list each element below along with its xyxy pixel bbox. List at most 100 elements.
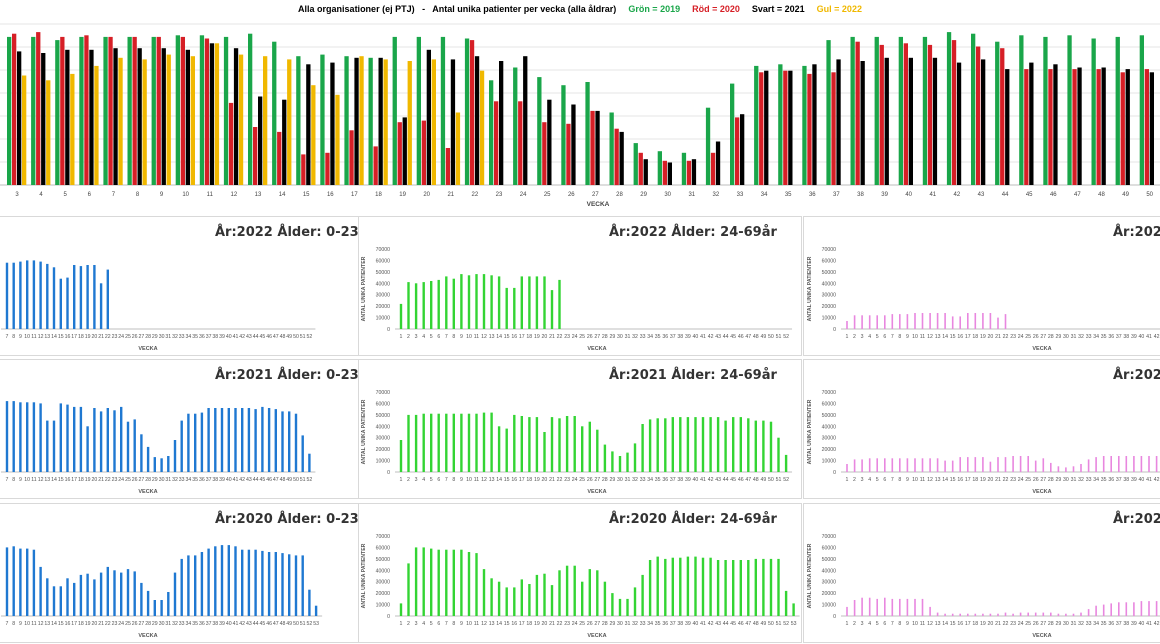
tick-label: 16 [957, 334, 963, 340]
bar [764, 70, 769, 185]
tick-label: 9 [460, 477, 463, 483]
bar [1034, 460, 1037, 472]
y-tick-label: 30000 [376, 293, 391, 299]
tick-label: 29 [640, 192, 647, 198]
bar [46, 80, 51, 185]
panel-2022-old: År:2022 0 10000 20000 30000 40000 50000 60000 7… [803, 216, 1160, 356]
tick-label: 18 [78, 621, 84, 627]
bar [777, 558, 780, 616]
tick-label: 39 [881, 192, 888, 198]
bar [1133, 456, 1135, 472]
bar [1095, 457, 1097, 472]
bar [41, 53, 46, 185]
tick-label: 19 [534, 334, 540, 340]
tick-label: 7 [6, 477, 9, 483]
tick-label: 34 [186, 334, 192, 340]
tick-label: 47 [1074, 192, 1081, 198]
tick-label: 35 [1101, 334, 1107, 340]
tick-label: 29 [610, 334, 616, 340]
bar [505, 428, 508, 472]
tick-label: 51 [300, 477, 306, 483]
tick-label: 43 [246, 621, 252, 627]
bar [520, 579, 523, 616]
tick-label: 19 [85, 477, 91, 483]
tick-label: 38 [212, 477, 218, 483]
bar [1072, 613, 1075, 616]
bar [281, 411, 284, 472]
tick-label: 8 [452, 621, 455, 627]
bar [59, 278, 62, 329]
bar [120, 406, 123, 472]
bar [1005, 69, 1010, 185]
bar [22, 75, 27, 185]
bar [70, 73, 75, 185]
bar [739, 417, 742, 472]
tick-label: 25 [125, 334, 131, 340]
tick-label: 30 [1063, 477, 1069, 483]
y-tick-label: 10000 [376, 603, 391, 609]
y-tick-label: 40000 [376, 568, 391, 574]
bar [967, 613, 969, 616]
panel-2022-adult: År:2022 Ålder: 24-69år 0 10000 20000 30000 4… [358, 216, 802, 356]
bar [106, 408, 109, 472]
bar [190, 56, 195, 186]
bar [93, 265, 96, 329]
bar [929, 458, 931, 472]
bar [944, 313, 946, 329]
tick-label: 11 [474, 621, 479, 627]
y-tick-label: 0 [833, 470, 836, 476]
y-tick-label: 10000 [822, 459, 837, 465]
bar [287, 59, 292, 185]
tick-label: 28 [616, 192, 623, 198]
tick-label: 20 [542, 477, 548, 483]
tick-label: 39 [1131, 334, 1137, 340]
bar [662, 160, 667, 185]
tick-label: 40 [693, 334, 699, 340]
bar [469, 40, 475, 185]
y-tick-label: 20000 [376, 591, 391, 597]
tick-label: 36 [199, 334, 205, 340]
bar [732, 417, 735, 472]
bar [1118, 602, 1120, 616]
tick-label: 26 [132, 477, 138, 483]
x-axis-label: VECKA [138, 346, 157, 352]
tick-label: 40 [693, 477, 699, 483]
bar [997, 613, 999, 616]
bar [853, 315, 856, 329]
bar [691, 159, 697, 185]
bar [1120, 72, 1125, 185]
tick-label: 26 [587, 477, 593, 483]
tick-label: 6 [88, 192, 92, 198]
bar [868, 458, 871, 472]
bar [497, 426, 501, 472]
bar [126, 569, 130, 616]
bar [55, 40, 60, 185]
tick-label: 43 [715, 334, 721, 340]
bar [311, 85, 316, 185]
tick-label: 4 [868, 334, 871, 340]
tick-label: 19 [980, 621, 986, 627]
tick-label: 35 [655, 334, 661, 340]
tick-label: 10 [466, 621, 472, 627]
y-tick-label: 10000 [822, 316, 837, 322]
tick-label: 27 [139, 477, 145, 483]
bar [565, 416, 569, 472]
tick-label: 2 [407, 477, 410, 483]
tick-label: 9 [160, 192, 164, 198]
bar [32, 402, 36, 472]
tick-label: 26 [132, 334, 138, 340]
tick-label: 7 [891, 334, 894, 340]
tick-label: 27 [1040, 477, 1046, 483]
tick-label: 43 [246, 477, 252, 483]
bar [383, 59, 388, 185]
bar [914, 313, 916, 329]
tick-label: 50 [293, 477, 299, 483]
bar [611, 451, 614, 472]
tick-label: 41 [233, 334, 239, 340]
bar [167, 456, 170, 472]
tick-label: 39 [685, 621, 691, 627]
bar [482, 412, 486, 472]
tick-label: 15 [950, 621, 956, 627]
bar [99, 411, 103, 472]
bar [855, 41, 860, 186]
